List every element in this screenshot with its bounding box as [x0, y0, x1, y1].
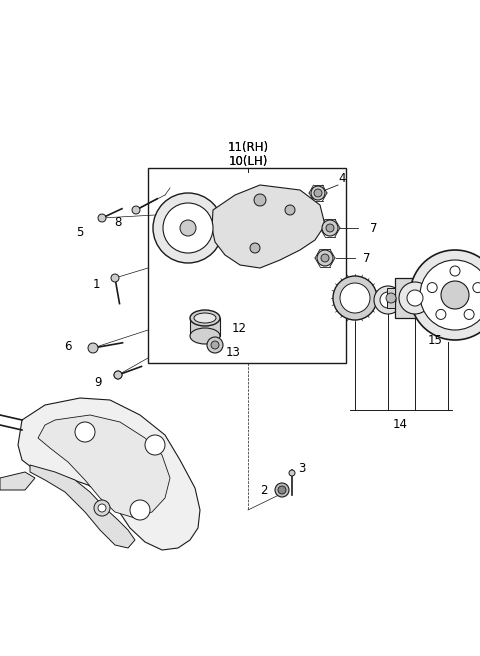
- Circle shape: [317, 250, 333, 266]
- Bar: [395, 278, 435, 318]
- Text: 2: 2: [260, 485, 268, 497]
- Circle shape: [314, 189, 322, 197]
- Circle shape: [326, 224, 334, 232]
- Circle shape: [145, 435, 165, 455]
- Text: 4: 4: [338, 171, 346, 184]
- Text: 13: 13: [226, 346, 241, 358]
- Text: 10(LH): 10(LH): [228, 155, 268, 169]
- Circle shape: [275, 483, 289, 497]
- Circle shape: [153, 193, 223, 263]
- Circle shape: [420, 260, 480, 330]
- Circle shape: [278, 486, 286, 494]
- Circle shape: [431, 316, 439, 324]
- Circle shape: [427, 283, 437, 293]
- Text: 3: 3: [298, 462, 306, 476]
- Text: 11(RH): 11(RH): [228, 142, 269, 155]
- Text: 11(RH): 11(RH): [228, 142, 269, 155]
- Circle shape: [374, 286, 402, 314]
- Circle shape: [340, 283, 370, 313]
- Bar: [387, 288, 395, 308]
- Polygon shape: [0, 472, 35, 490]
- Text: 5: 5: [76, 226, 84, 239]
- Circle shape: [88, 343, 98, 353]
- Text: 15: 15: [428, 333, 443, 346]
- Circle shape: [321, 254, 329, 262]
- Circle shape: [111, 274, 119, 282]
- Circle shape: [89, 344, 97, 352]
- Circle shape: [464, 310, 474, 319]
- Text: 7: 7: [370, 222, 377, 234]
- Circle shape: [163, 203, 213, 253]
- Circle shape: [441, 281, 469, 309]
- Polygon shape: [212, 185, 325, 268]
- Ellipse shape: [194, 313, 216, 323]
- Polygon shape: [38, 415, 170, 518]
- Text: 10(LH): 10(LH): [228, 155, 268, 169]
- Text: 6: 6: [64, 340, 72, 354]
- Text: 14: 14: [393, 419, 408, 432]
- Circle shape: [132, 206, 140, 214]
- Circle shape: [94, 500, 110, 516]
- Bar: [190, 318, 220, 336]
- Circle shape: [250, 243, 260, 253]
- Circle shape: [333, 276, 377, 320]
- Text: 8: 8: [114, 216, 122, 228]
- Circle shape: [473, 283, 480, 293]
- Circle shape: [450, 266, 460, 276]
- Circle shape: [114, 371, 122, 379]
- Circle shape: [114, 371, 122, 379]
- Circle shape: [75, 422, 95, 442]
- Circle shape: [254, 194, 266, 206]
- Circle shape: [380, 292, 396, 308]
- Circle shape: [311, 186, 325, 200]
- Text: 12: 12: [232, 321, 247, 335]
- Circle shape: [407, 290, 423, 306]
- Text: 7: 7: [363, 251, 371, 264]
- Circle shape: [322, 220, 338, 236]
- Circle shape: [211, 341, 219, 349]
- Circle shape: [98, 214, 106, 222]
- Circle shape: [180, 220, 196, 236]
- Circle shape: [130, 500, 150, 520]
- Polygon shape: [30, 465, 135, 548]
- Circle shape: [410, 250, 480, 340]
- Bar: [148, 168, 346, 363]
- Circle shape: [285, 205, 295, 215]
- Ellipse shape: [190, 310, 220, 326]
- Circle shape: [98, 504, 106, 512]
- Polygon shape: [18, 398, 200, 550]
- Circle shape: [386, 293, 396, 303]
- Circle shape: [436, 310, 446, 319]
- Circle shape: [289, 470, 295, 476]
- Circle shape: [399, 282, 431, 314]
- Text: 1: 1: [92, 279, 100, 291]
- Circle shape: [207, 337, 223, 353]
- Text: 9: 9: [94, 375, 102, 388]
- Ellipse shape: [190, 328, 220, 344]
